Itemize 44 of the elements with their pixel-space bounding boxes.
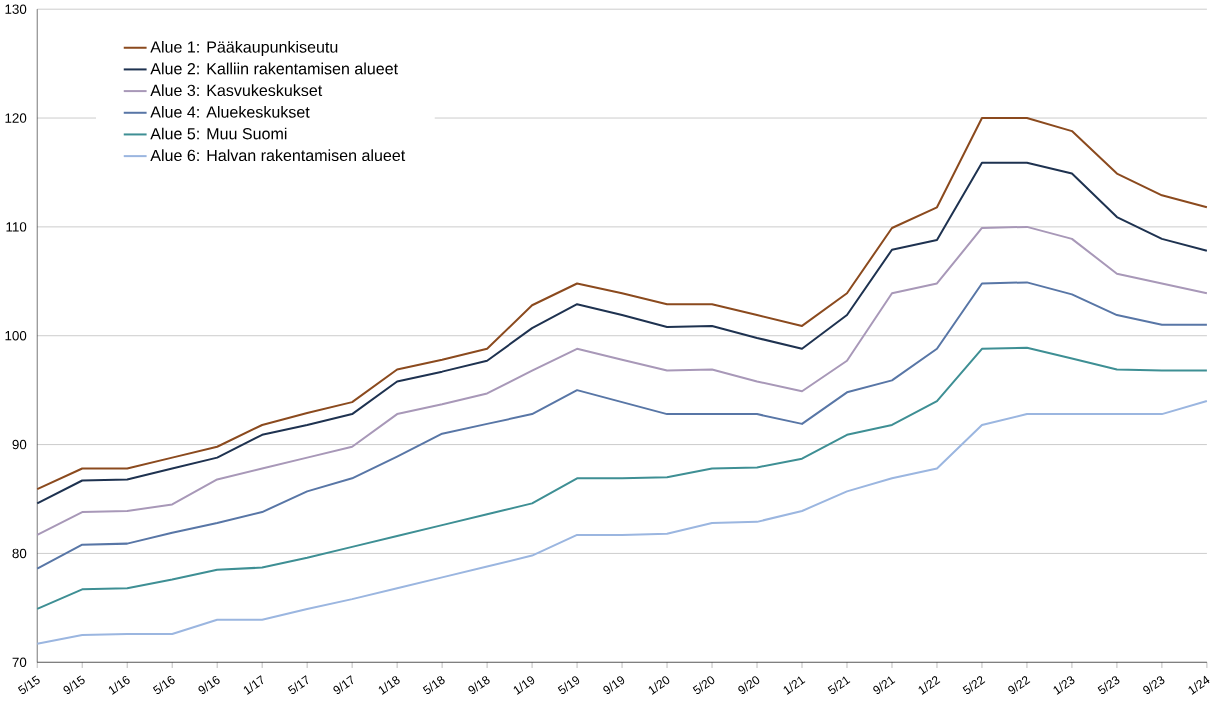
y-tick-label: 130 <box>5 4 27 14</box>
x-tick-label: 5/20 <box>692 675 715 694</box>
x-tick-label: 1/18 <box>378 675 400 695</box>
y-tick-label: 80 <box>12 548 27 558</box>
x-tick-label: 5/16 <box>152 675 175 694</box>
x-tick-label: 1/20 <box>648 675 670 695</box>
y-tick-label: 90 <box>12 439 27 450</box>
line-series <box>36 346 1208 610</box>
y-tick-label: 120 <box>5 113 27 123</box>
x-tick-label: 5/21 <box>827 676 851 694</box>
x-tick-label: 1/24 <box>1188 675 1210 695</box>
x-tick-label: 9/22 <box>1008 675 1031 694</box>
line-series <box>36 116 1208 490</box>
legend-label: Alue 1: Pääkaupunkiseutu <box>150 40 338 56</box>
x-tick-label: 5/22 <box>962 675 986 694</box>
y-tick-label: 70 <box>12 657 27 667</box>
x-tick-label: 1/19 <box>513 676 535 695</box>
x-tick-label: 5/19 <box>557 676 580 694</box>
x-tick-label: 5/18 <box>422 675 445 694</box>
x-tick-label: 1/23 <box>1053 675 1075 695</box>
y-tick-label: 110 <box>6 221 27 232</box>
x-tick-label: 9/23 <box>1143 675 1165 694</box>
legend-label: Alue 3: Kasvukeskukset <box>150 84 323 96</box>
x-tick-label: 9/17 <box>333 675 354 694</box>
legend-label: Alue 6: Halvan rakentamisen alueet <box>150 149 406 161</box>
x-tick-label: 9/18 <box>468 675 490 694</box>
x-tick-label: 1/22 <box>918 675 941 695</box>
x-tick-label: 9/16 <box>198 675 220 694</box>
x-tick-label: 9/19 <box>603 676 625 694</box>
y-tick-label: 100 <box>5 330 27 341</box>
x-tick-label: 1/16 <box>108 675 130 695</box>
x-tick-label: 9/15 <box>63 675 85 694</box>
legend-label: Alue 4: Aluekeskukset <box>150 105 310 118</box>
line-series <box>36 161 1208 505</box>
x-tick-label: 5/23 <box>1097 675 1120 694</box>
x-tick-label: 5/15 <box>17 675 40 694</box>
x-tick-label: 9/21 <box>873 676 896 694</box>
line-series <box>36 225 1208 536</box>
x-tick-label: 1/17 <box>243 675 264 695</box>
x-tick-label: 1/21 <box>783 676 806 695</box>
legend-label: Alue 2: Kalliin rakentamisen alueet <box>150 62 398 75</box>
legend-label: Alue 5: Muu Suomi <box>150 127 287 140</box>
x-tick-label: 5/17 <box>287 675 309 694</box>
x-tick-label: 9/20 <box>738 675 760 694</box>
